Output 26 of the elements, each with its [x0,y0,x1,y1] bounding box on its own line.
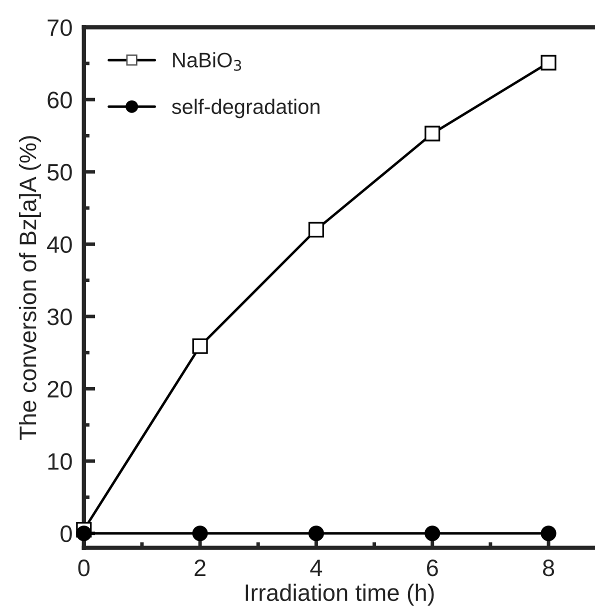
legend-label: self-degradation [172,98,320,118]
y-tick-label: 70 [48,19,72,36]
y-axis-title: The conversion of Bz[a]A (%) [18,136,41,440]
y-tick-label: 40 [47,236,72,253]
point [540,526,556,542]
point [308,526,324,542]
y-tick-label: 60 [48,92,72,108]
y-tick-label: 30 [47,308,72,326]
point [308,222,324,238]
x-tick-label: 2 [194,560,206,576]
point [540,54,556,70]
x-tick-label: 4 [310,560,322,576]
x-tick-label: 6 [427,560,438,576]
x-tick-label: 8 [542,560,554,576]
point [424,526,440,542]
y-tick-label: 0 [60,525,72,542]
x-tick-label: 0 [78,560,90,576]
point [76,526,92,542]
y-tick-label: 50 [47,164,72,181]
point [192,526,208,542]
point [424,126,440,142]
y-tick-label: 10 [48,453,72,470]
legend-label: NaBiO$_{3}$ [173,52,242,71]
x-axis-title: Irradiation time (h) [246,584,434,606]
point [192,338,208,354]
y-tick-label: 20 [48,380,72,398]
